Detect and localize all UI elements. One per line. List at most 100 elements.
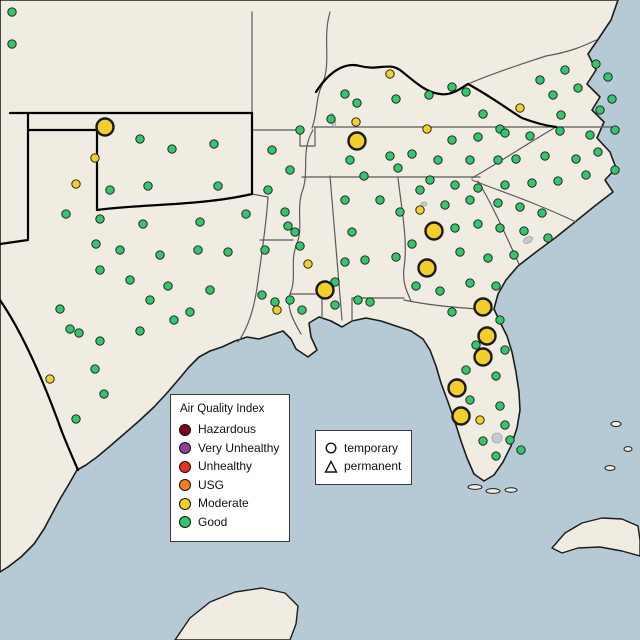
station-good[interactable] [495, 315, 505, 325]
station-good[interactable] [71, 414, 81, 424]
station-good[interactable] [560, 65, 570, 75]
station-good[interactable] [471, 340, 481, 350]
station-good[interactable] [209, 139, 219, 149]
station-good[interactable] [205, 285, 215, 295]
station-good[interactable] [473, 219, 483, 229]
station-good[interactable] [407, 239, 417, 249]
station-good[interactable] [163, 281, 173, 291]
station-good[interactable] [483, 253, 493, 263]
station-moderate[interactable] [415, 205, 425, 215]
station-good[interactable] [395, 207, 405, 217]
station-good[interactable] [500, 420, 510, 430]
station-good[interactable] [91, 239, 101, 249]
station-good[interactable] [603, 72, 613, 82]
station-good[interactable] [241, 209, 251, 219]
station-good[interactable] [424, 90, 434, 100]
station-good[interactable] [491, 451, 501, 461]
station-good[interactable] [340, 195, 350, 205]
station-good[interactable] [573, 83, 583, 93]
station-good[interactable] [473, 183, 483, 193]
station-good[interactable] [440, 200, 450, 210]
station-good[interactable] [515, 202, 525, 212]
station-good[interactable] [7, 7, 17, 17]
station-good[interactable] [213, 181, 223, 191]
station-good[interactable] [461, 365, 471, 375]
station-good[interactable] [493, 198, 503, 208]
station-good[interactable] [548, 90, 558, 100]
station-good[interactable] [581, 170, 591, 180]
station-good[interactable] [61, 209, 71, 219]
station-good[interactable] [553, 176, 563, 186]
station-good[interactable] [543, 233, 553, 243]
station-good[interactable] [415, 185, 425, 195]
station-good[interactable] [267, 145, 277, 155]
station-good[interactable] [407, 149, 417, 159]
station-good[interactable] [433, 155, 443, 165]
station-good[interactable] [455, 247, 465, 257]
station-good[interactable] [65, 324, 75, 334]
station-moderate-large[interactable] [315, 280, 335, 300]
station-good[interactable] [330, 300, 340, 310]
station-good[interactable] [7, 39, 17, 49]
station-good[interactable] [352, 98, 362, 108]
station-good[interactable] [461, 87, 471, 97]
station-good[interactable] [491, 371, 501, 381]
station-good[interactable] [591, 59, 601, 69]
station-good[interactable] [167, 144, 177, 154]
station-good[interactable] [359, 171, 369, 181]
station-moderate-large[interactable] [473, 347, 493, 367]
station-good[interactable] [330, 277, 340, 287]
station-moderate[interactable] [422, 124, 432, 134]
station-good[interactable] [340, 257, 350, 267]
station-good[interactable] [595, 105, 605, 115]
station-good[interactable] [610, 125, 620, 135]
station-good[interactable] [283, 221, 293, 231]
station-good[interactable] [447, 82, 457, 92]
station-good[interactable] [495, 401, 505, 411]
station-good[interactable] [478, 436, 488, 446]
station-good[interactable] [540, 151, 550, 161]
station-good[interactable] [519, 226, 529, 236]
station-good[interactable] [391, 252, 401, 262]
station-good[interactable] [280, 207, 290, 217]
station-good[interactable] [195, 217, 205, 227]
station-moderate-large[interactable] [451, 406, 471, 426]
station-good[interactable] [295, 125, 305, 135]
station-good[interactable] [473, 132, 483, 142]
station-good[interactable] [95, 214, 105, 224]
station-good[interactable] [393, 163, 403, 173]
station-good[interactable] [585, 130, 595, 140]
station-good[interactable] [193, 245, 203, 255]
station-good[interactable] [125, 275, 135, 285]
station-moderate-large[interactable] [95, 117, 115, 137]
station-good[interactable] [365, 297, 375, 307]
station-good[interactable] [391, 94, 401, 104]
station-good[interactable] [465, 155, 475, 165]
station-good[interactable] [465, 195, 475, 205]
station-good[interactable] [55, 304, 65, 314]
station-good[interactable] [145, 295, 155, 305]
station-moderate-large[interactable] [424, 221, 444, 241]
station-good[interactable] [491, 281, 501, 291]
station-good[interactable] [223, 247, 233, 257]
station-good[interactable] [495, 223, 505, 233]
station-moderate-large[interactable] [447, 378, 467, 398]
station-good[interactable] [347, 227, 357, 237]
station-good[interactable] [537, 208, 547, 218]
station-good[interactable] [285, 165, 295, 175]
station-moderate[interactable] [515, 103, 525, 113]
markers-layer[interactable] [7, 7, 620, 461]
station-good[interactable] [169, 315, 179, 325]
station-good[interactable] [340, 89, 350, 99]
station-moderate[interactable] [71, 179, 81, 189]
station-good[interactable] [95, 265, 105, 275]
station-good[interactable] [185, 307, 195, 317]
station-good[interactable] [375, 195, 385, 205]
station-good[interactable] [105, 185, 115, 195]
station-good[interactable] [500, 345, 510, 355]
station-good[interactable] [435, 286, 445, 296]
station-moderate-large[interactable] [417, 258, 437, 278]
station-good[interactable] [385, 151, 395, 161]
station-good[interactable] [478, 109, 488, 119]
station-good[interactable] [263, 185, 273, 195]
